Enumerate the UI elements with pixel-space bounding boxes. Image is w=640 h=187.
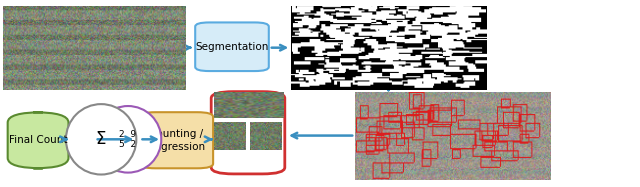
Text: Σ: Σ bbox=[96, 130, 106, 148]
FancyBboxPatch shape bbox=[140, 112, 213, 168]
Text: Counting /
Regression: Counting / Regression bbox=[148, 129, 205, 152]
Text: Final Count: Final Count bbox=[9, 135, 67, 145]
FancyBboxPatch shape bbox=[195, 22, 269, 71]
Ellipse shape bbox=[95, 106, 161, 173]
Ellipse shape bbox=[66, 104, 136, 174]
Text: Segmentation: Segmentation bbox=[195, 42, 269, 52]
FancyBboxPatch shape bbox=[8, 112, 68, 168]
Text: 2  9
5  2: 2 9 5 2 bbox=[120, 130, 136, 149]
